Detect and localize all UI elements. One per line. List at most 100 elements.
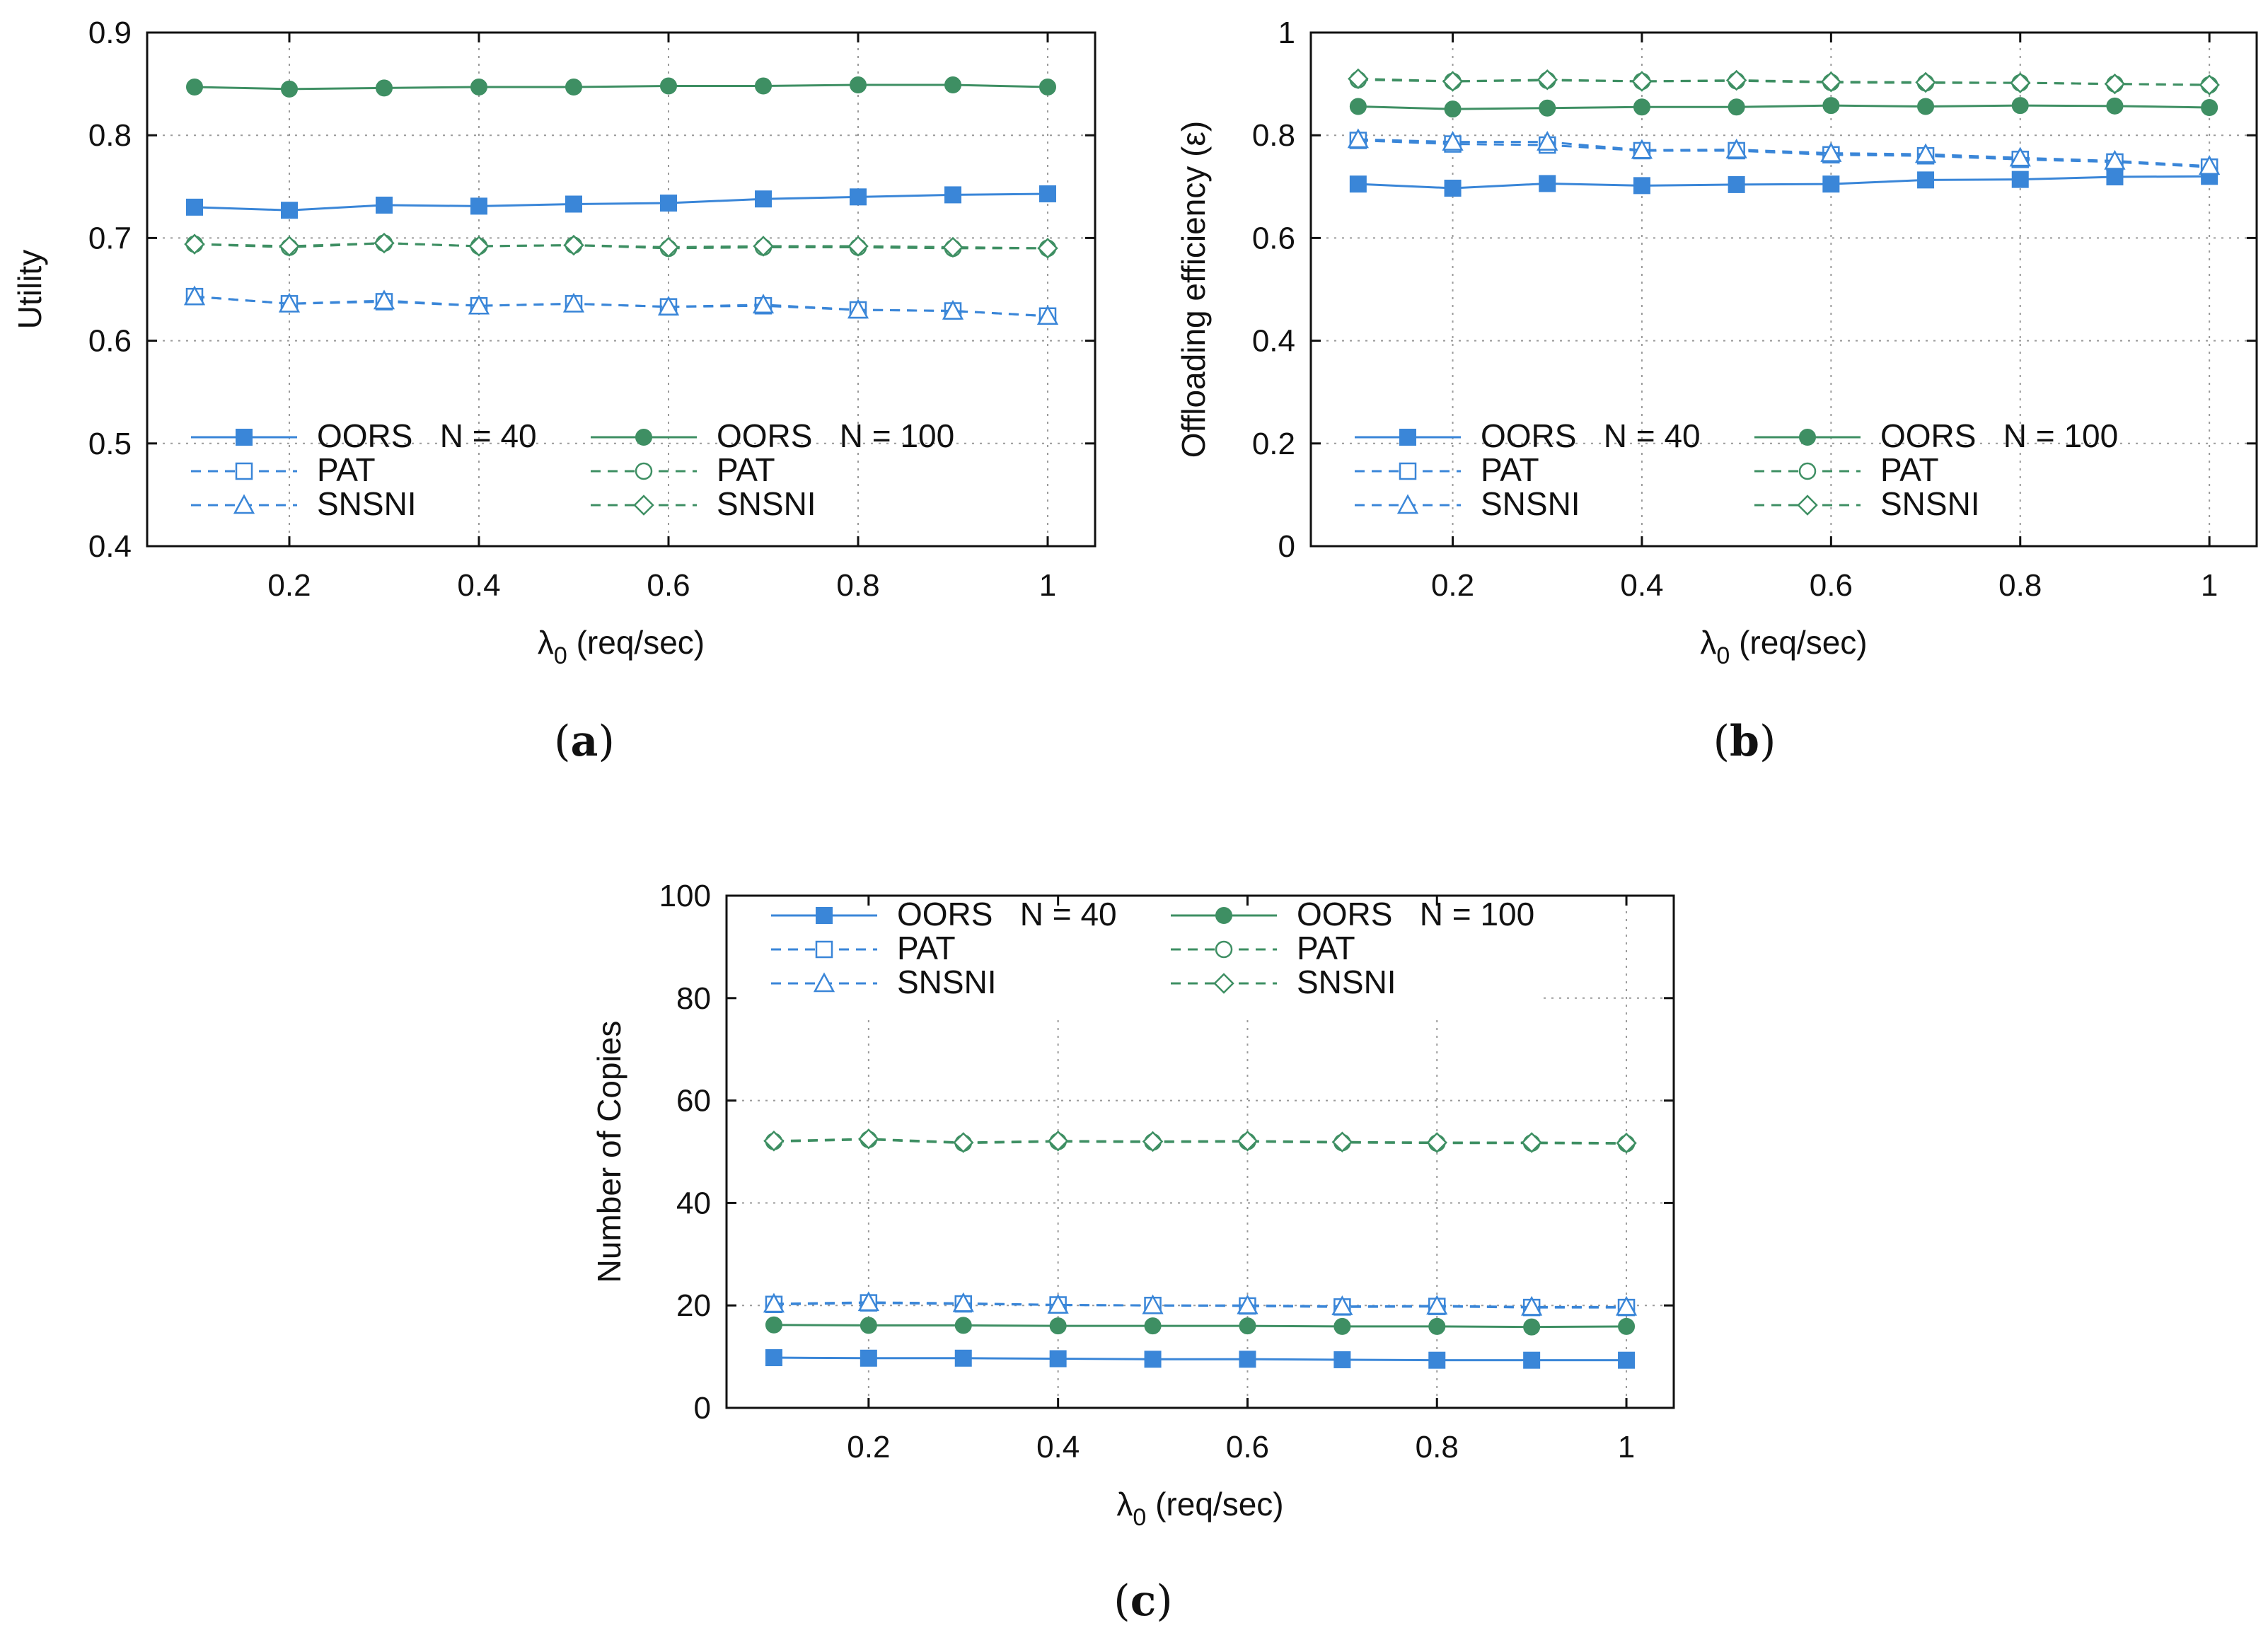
data-point <box>763 1131 785 1152</box>
data-point <box>373 289 395 310</box>
data-point <box>944 76 961 94</box>
legend-swatch-marker <box>1215 907 1232 924</box>
y-tick-label: 100 <box>659 879 711 913</box>
legend-swatch-marker <box>816 907 833 924</box>
panel-caption: (b) <box>1713 717 1776 766</box>
series-snsni-n100 <box>763 1128 1637 1154</box>
y-tick-label: 60 <box>676 1084 711 1119</box>
legend-label: PAT <box>1297 930 1355 966</box>
series-line <box>773 1301 1627 1308</box>
data-point <box>1917 98 1935 115</box>
legend-label: PAT <box>1880 451 1939 488</box>
data-point <box>1442 131 1464 151</box>
data-point <box>952 1132 974 1153</box>
series-line <box>194 192 1048 212</box>
legend-item: SNSNI <box>1754 485 1980 522</box>
data-point <box>1426 1295 1448 1315</box>
data-point <box>857 1291 879 1312</box>
data-point <box>1616 1132 1637 1154</box>
x-tick-label: 0.8 <box>1998 568 2042 603</box>
data-point <box>1237 1131 1259 1152</box>
data-point <box>1347 128 1369 149</box>
data-point <box>1348 68 1369 90</box>
legend-item: SNSNI <box>1355 485 1580 522</box>
legend-item: PAT <box>191 451 376 488</box>
data-point <box>1523 1351 1541 1369</box>
data-point <box>1428 1317 1446 1335</box>
series-line <box>773 1138 1627 1145</box>
series-snsni-n40 <box>183 285 1059 325</box>
legend-item: PAT <box>1754 451 1939 488</box>
series-line <box>1358 175 2210 190</box>
data-point <box>1820 141 1842 162</box>
data-point <box>1444 179 1462 197</box>
data-point <box>765 1316 782 1334</box>
x-tick-label: 0.8 <box>1416 1430 1459 1464</box>
x-tick-label: 1 <box>1618 1430 1635 1464</box>
data-point <box>2011 171 2029 188</box>
data-point <box>183 285 206 306</box>
data-point <box>1633 177 1650 195</box>
y-tick-label: 0.5 <box>88 427 132 461</box>
data-point <box>562 292 585 313</box>
data-point <box>847 299 869 319</box>
data-point <box>860 1349 877 1367</box>
legend-label: SNSNI <box>1297 964 1396 1000</box>
data-point <box>186 78 203 96</box>
data-point <box>468 294 490 315</box>
legend-swatch-marker <box>633 495 654 516</box>
legend-item: OORS N = 40 <box>771 896 1117 932</box>
legend-item: PAT <box>1171 930 1355 966</box>
legend-item: PAT <box>591 451 775 488</box>
chart-panel-a: 0.2 0.4 0.6 0.8 1 0.4 0.5 0.6 0.7 0.8 0.9 λ0 (req/s… <box>11 16 1097 766</box>
data-point <box>186 198 203 216</box>
y-tick-label: 0.7 <box>88 221 132 255</box>
data-point <box>2106 97 2124 115</box>
data-point <box>1349 98 1367 115</box>
data-point <box>850 188 867 206</box>
y-tick-label: 1 <box>1278 16 1295 50</box>
x-tick-label: 0.2 <box>847 1430 890 1464</box>
data-point <box>1725 69 1747 91</box>
data-point <box>942 299 964 320</box>
data-point <box>2009 146 2031 167</box>
series-line <box>1358 139 2210 168</box>
data-point <box>763 1293 785 1313</box>
data-point <box>1631 71 1653 92</box>
legend-label: OORS N = 100 <box>1297 896 1534 932</box>
data-point <box>1728 98 1745 116</box>
legend-swatch-marker <box>1797 495 1818 516</box>
data-point <box>279 236 300 257</box>
series-oors-n100 <box>1349 97 2218 118</box>
data-point <box>470 197 487 215</box>
x-tick-label: 1 <box>2201 568 2218 603</box>
x-tick-label: 0.6 <box>1810 568 1853 603</box>
data-point <box>1618 1317 1636 1335</box>
data-point <box>1618 1351 1636 1369</box>
series-snsni-n100 <box>184 232 1058 259</box>
data-point <box>565 195 582 213</box>
data-point <box>1428 1351 1446 1369</box>
plot-frame <box>1309 31 2258 548</box>
legend-item: PAT <box>771 930 956 966</box>
x-tick-label: 0.6 <box>647 568 690 603</box>
legend-label: SNSNI <box>1481 485 1580 522</box>
data-point <box>752 294 775 314</box>
data-point <box>1037 238 1058 259</box>
data-point <box>1615 1295 1638 1316</box>
series-snsni-n100 <box>1348 68 2220 96</box>
y-axis-label: Number of Copies <box>591 1021 627 1283</box>
legend-label: OORS N = 40 <box>897 896 1117 932</box>
data-point <box>376 79 393 97</box>
data-point <box>1631 139 1653 159</box>
data-point <box>1144 1351 1162 1368</box>
y-tick-label: 0.9 <box>88 16 132 50</box>
series-line <box>773 1356 1627 1362</box>
legend-item: SNSNI <box>591 485 816 522</box>
data-point <box>2201 98 2218 116</box>
grid-lines <box>1311 33 2257 546</box>
data-point <box>1239 1351 1256 1368</box>
panel-caption: (a) <box>554 717 615 766</box>
